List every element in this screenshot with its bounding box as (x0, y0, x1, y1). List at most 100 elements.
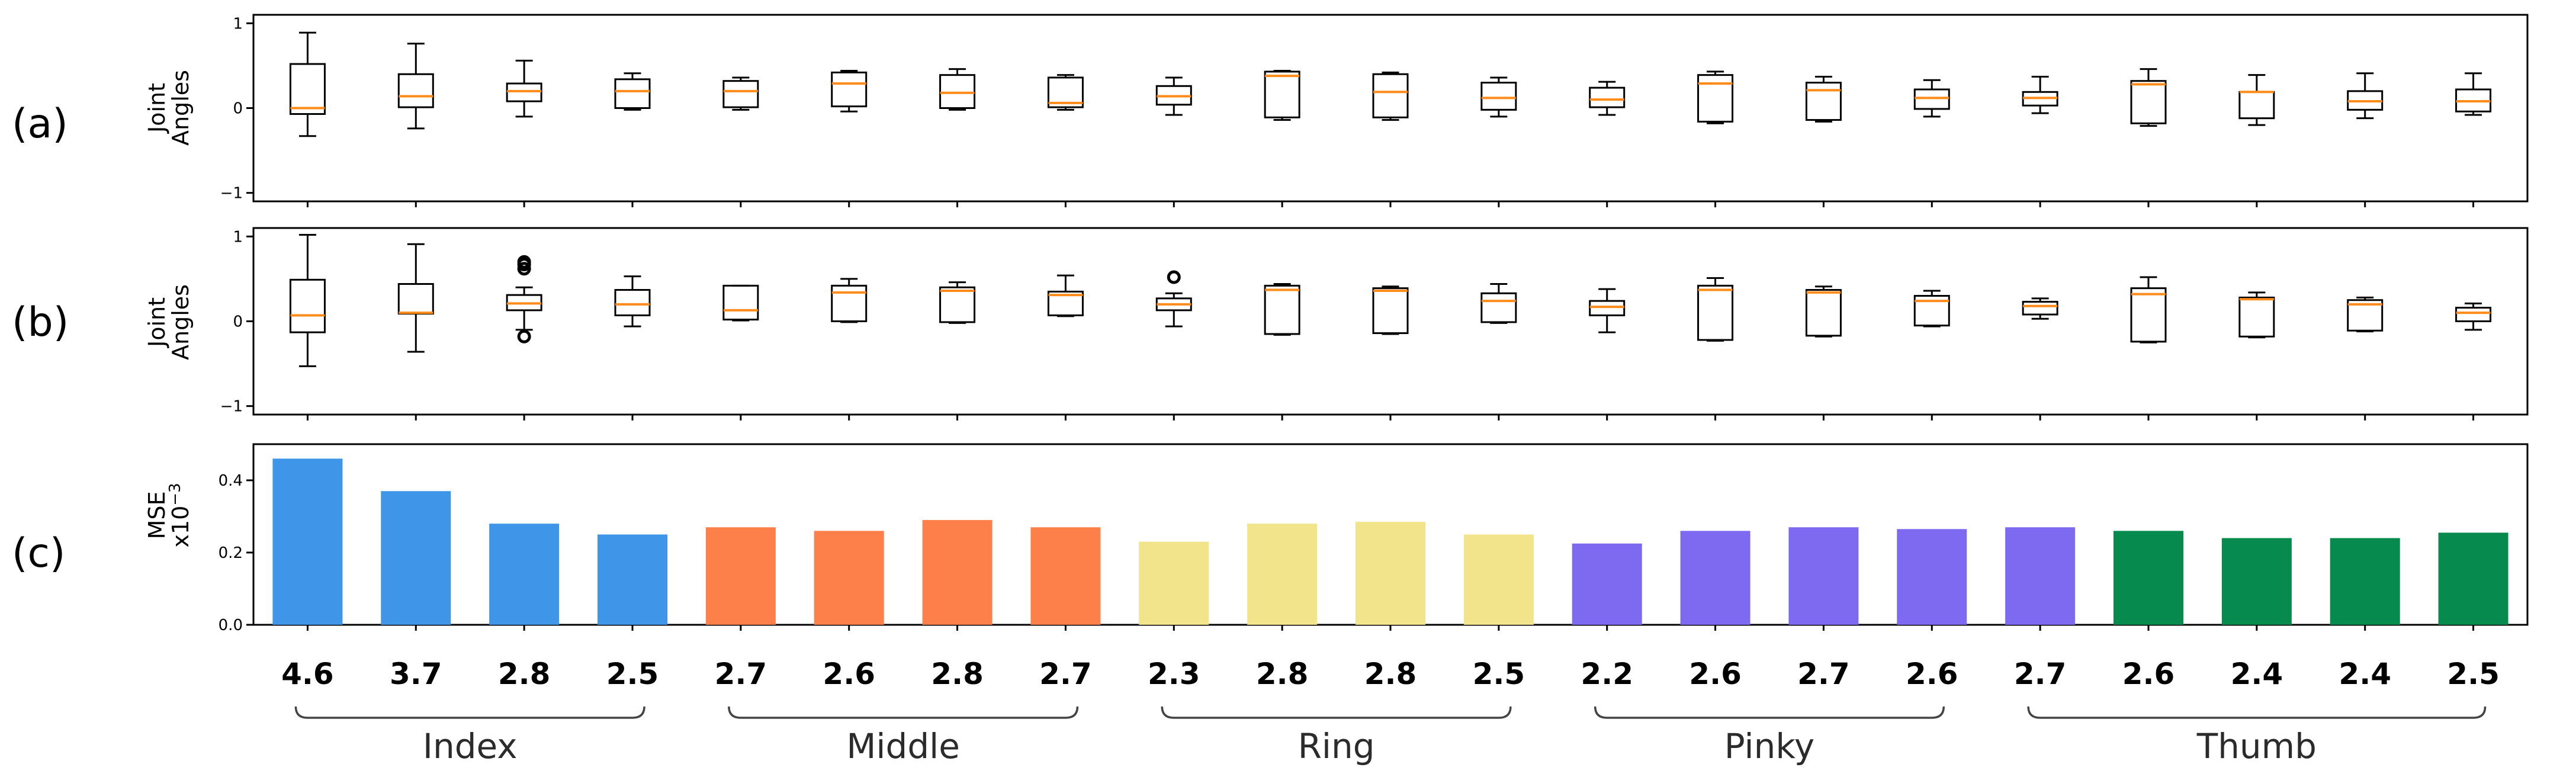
panel-letter-c: (c) (12, 530, 65, 577)
mse-bar-19 (2221, 538, 2292, 625)
panel-b-box-10 (1264, 283, 1300, 336)
group-label-index: Index (423, 726, 518, 766)
bar-value-label-14: 2.6 (1689, 657, 1742, 691)
iqr-box (1047, 290, 1084, 316)
panel-b-box-9 (1155, 270, 1192, 328)
panel-b-box-17 (2022, 297, 2058, 320)
panel-b-box-4 (614, 275, 651, 328)
panel-b-box-8 (1047, 274, 1084, 317)
bar-value-label-9: 2.3 (1148, 657, 1200, 691)
group-brace-pinky (1594, 706, 1945, 719)
group-label-middle: Middle (846, 726, 960, 766)
mse-bar-21 (2438, 532, 2508, 625)
bar-value-label-13: 2.2 (1581, 657, 1633, 691)
iqr-box (1913, 295, 1950, 327)
panel-b-box-6 (831, 278, 868, 323)
iqr-box (2238, 296, 2275, 338)
iqr-box (1589, 86, 1626, 108)
panel-a-ytick-label: −1 (220, 185, 243, 203)
panel-a-frame (252, 14, 2529, 203)
panel-a-box-17 (2022, 76, 2058, 114)
iqr-box (831, 284, 868, 323)
mse-bar-14 (1680, 531, 1750, 625)
panel-b-ytick-label: −1 (220, 398, 243, 416)
panel-b-box-5 (722, 284, 759, 322)
group-label-pinky: Pinky (1724, 726, 1814, 766)
iqr-box (2130, 287, 2167, 343)
bar-value-label-11: 2.8 (1364, 657, 1417, 691)
panel-b-ytick-label: 0 (233, 313, 243, 331)
group-brace-ring (1161, 706, 1512, 719)
iqr-box (614, 78, 651, 109)
panel-a-box-11 (1372, 71, 1409, 121)
panel-a-box-1 (289, 31, 326, 137)
iqr-box (1805, 82, 1842, 121)
panel-b-box-2 (397, 243, 434, 353)
mse-bar-16 (1897, 529, 1967, 625)
mse-bar-9 (1139, 541, 1209, 625)
panel-a-box-15 (1805, 76, 1842, 123)
iqr-box (1697, 284, 1734, 341)
panel-b-box-15 (1805, 285, 1842, 338)
mse-bar-13 (1572, 543, 1642, 625)
iqr-box (1480, 292, 1517, 323)
outlier-point (517, 255, 531, 269)
group-brace-thumb (2027, 706, 2487, 719)
bar-value-label-21: 2.5 (2447, 657, 2500, 691)
iqr-box (2022, 301, 2058, 316)
mse-bar-11 (1356, 522, 1425, 625)
outlier-point (517, 329, 531, 343)
iqr-box (722, 284, 759, 321)
iqr-box (1589, 300, 1626, 316)
panel-b-box-12 (1480, 283, 1517, 324)
panel-a-box-5 (722, 76, 759, 111)
panel-a-box-14 (1697, 70, 1734, 124)
iqr-box (2455, 307, 2492, 322)
bar-value-label-19: 2.4 (2231, 657, 2283, 691)
iqr-box (397, 73, 434, 108)
bar-value-label-4: 2.5 (606, 657, 659, 691)
axis-ticks: −1 0 1 −1 0 1 0.0 0.2 0.4 (219, 15, 2475, 634)
mse-bar-12 (1463, 534, 1534, 625)
iqr-box (1372, 287, 1409, 335)
panel-a-box-9 (1155, 76, 1192, 116)
mse-bar-10 (1247, 524, 1318, 625)
finger-group-braces: Index Middle Ring Pinky Thumb (294, 706, 2487, 766)
panel-a-box-12 (1480, 76, 1517, 118)
mse-bar-4 (598, 534, 667, 625)
panel-a-box-21 (2455, 72, 2492, 116)
iqr-box (506, 82, 542, 102)
group-brace-index (294, 706, 645, 719)
iqr-box (1913, 88, 1950, 110)
iqr-box (1805, 289, 1842, 337)
panel-a-box-16 (1913, 79, 1950, 118)
bar-value-label-15: 2.7 (1797, 657, 1850, 691)
group-label-thumb: Thumb (2196, 726, 2317, 766)
group-label-ring: Ring (1298, 726, 1375, 766)
panel-c-ytick-label: 0.0 (219, 617, 243, 634)
iqr-box (939, 286, 976, 323)
mse-bar-6 (814, 531, 884, 625)
iqr-box (289, 63, 326, 115)
panel-a-ylabel-line2: Angles (168, 70, 194, 146)
panel-c-ylabel-line2: x10−3 (166, 483, 194, 547)
iqr-box (1697, 74, 1734, 123)
panel-b-box-11 (1372, 285, 1409, 335)
panel-a-box-3 (506, 59, 542, 118)
panel-b-ylabel-line1: Joint (144, 297, 170, 348)
bar-value-label-16: 2.6 (1906, 657, 1958, 691)
panel-a-box-7 (939, 68, 976, 111)
panel-c-ylabel-exponent: −3 (166, 483, 184, 505)
bar-value-label-5: 2.7 (715, 657, 767, 691)
iqr-box (1264, 70, 1300, 118)
panel-b-box-18 (2130, 276, 2167, 343)
panel-letter-b: (b) (12, 299, 69, 346)
mse-bar-3 (489, 524, 560, 625)
bar-value-labels: 4.6 3.7 2.8 2.5 2.7 2.6 2.8 2.7 2.3 2.8 2.8 2.5 2.2 2… (281, 657, 2500, 691)
bar-value-label-10: 2.8 (1256, 657, 1309, 691)
bar-value-label-1: 4.6 (281, 657, 334, 691)
outlier-point (1167, 270, 1181, 284)
panel-a-ylabel-line1: Joint (144, 83, 170, 134)
iqr-box (614, 289, 651, 316)
bar-value-label-20: 2.4 (2339, 657, 2391, 691)
